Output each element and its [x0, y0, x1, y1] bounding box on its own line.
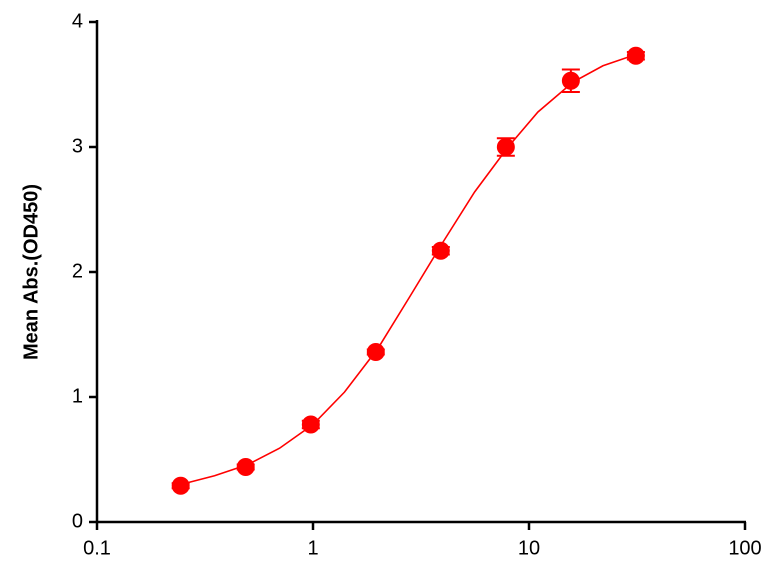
chart: Mean Abs.(OD450) 0 1 2 3 4 0.1 1 10 100	[0, 0, 775, 579]
y-tick-label: 2	[72, 260, 83, 282]
x-tick-label: 0.1	[83, 537, 111, 559]
y-tick-label: 1	[72, 385, 83, 407]
x-tick-label: 10	[518, 537, 540, 559]
data-point	[172, 477, 190, 495]
data-point	[562, 72, 580, 90]
y-axis-title: Mean Abs.(OD450)	[20, 184, 42, 360]
fit-curve	[181, 55, 636, 485]
x-tick-label: 1	[307, 537, 318, 559]
y-tick-label: 0	[72, 510, 83, 532]
y-tick-label: 3	[72, 135, 83, 157]
x-tick-label: 100	[728, 537, 761, 559]
data-point	[497, 138, 515, 156]
data-point	[627, 47, 645, 65]
y-tick-label: 4	[72, 10, 83, 32]
